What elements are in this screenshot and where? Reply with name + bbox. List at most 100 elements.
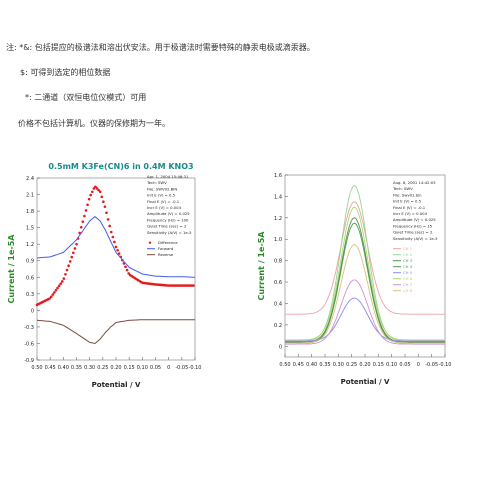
chart-left-point-difference <box>111 235 115 239</box>
chart-right-legend-label: CH 4 <box>403 264 413 269</box>
chart-left-ytick-label: 0.9 <box>26 259 34 265</box>
chart-right-info-line: Final E (V) = -0.1 <box>393 205 426 210</box>
chart-left-legend-label: Reverse <box>158 252 174 257</box>
chart-right-xtick-label: 0.25 <box>346 362 357 368</box>
chart-left-point-difference <box>95 187 99 190</box>
chart-left-xtick-label: 0 <box>167 365 170 371</box>
note-line-4: 价格不包括计算机。仪器的保修期为一年。 <box>18 119 170 128</box>
chart-left-ytick-label: -0.9 <box>24 358 34 364</box>
chart-right-xtick-label: 0.30 <box>333 362 344 368</box>
chart-left-info-line: Sensitivity (A/V) = 1e-5 <box>147 230 192 235</box>
note-line-3: *: 二通道（双恒电位仪模式）可用 <box>25 93 147 102</box>
chart-right-xtick-label: 0.05 <box>399 362 410 368</box>
chart-left-xtick-label: 0.50 <box>31 365 42 371</box>
chart-left-xtick-label: 0.05 <box>150 365 161 371</box>
chart-left-point-difference <box>102 200 105 204</box>
chart-right-info-line: File: Swv01.bin <box>393 192 422 197</box>
chart-right-xtick-label: -0.10 <box>439 362 452 368</box>
chart-right-series-ch-5 <box>285 297 445 342</box>
chart-left-info-line: Tech: SWV <box>146 180 167 185</box>
chart-left-point-difference <box>59 282 62 285</box>
chart-left-point-difference <box>68 260 72 263</box>
chart-right-info-line: Quiet Time (sec) = 2 <box>393 230 433 235</box>
chart-left-info-line: Quiet Time (sec) = 2 <box>147 224 187 229</box>
chart-right-ytick-label: 0.6 <box>274 280 282 286</box>
chart-left-point-difference <box>83 214 86 218</box>
chart-left-point-difference <box>70 255 74 259</box>
chart-left-xtick-label: 0.45 <box>45 365 56 371</box>
chart-left-point-difference <box>89 193 93 197</box>
chart-left-point-difference <box>92 187 96 190</box>
chart-right-legend-label: CH 2 <box>403 252 413 257</box>
chart-left-ytick-label: 0.3 <box>26 292 34 298</box>
chart-left-point-difference <box>53 291 56 294</box>
chart-left-ytick-label: 1.8 <box>26 209 34 215</box>
chart-right-legend-label: CH 7 <box>403 282 413 287</box>
chart-right-legend-label: CH 8 <box>403 288 413 293</box>
chart-right-ytick-label: 1.0 <box>274 237 282 243</box>
chart-left-point-difference <box>116 248 119 252</box>
chart-right-ytick-label: 1.2 <box>274 216 282 222</box>
chart-left-point-difference <box>125 268 129 272</box>
chart-left-series-forward <box>36 215 196 278</box>
chart-left-info-line: Incr E (V) = 0.004 <box>147 205 182 210</box>
chart-left-xtick-label: 0.10 <box>137 365 148 371</box>
chart-left-point-difference <box>56 286 59 290</box>
chart-left-point-difference <box>100 195 104 199</box>
chart-left-ytick-label: 0 <box>31 308 34 314</box>
chart-left-xtick-label: 0.20 <box>110 365 121 371</box>
chart-left-point-difference <box>73 247 77 250</box>
chart-right-xtick-label: 0.35 <box>319 362 330 368</box>
chart-left-info-line: Apr. 1, 2004 15:46:31 <box>147 174 189 179</box>
chart-left-point-difference <box>192 284 195 287</box>
chart-left-point-difference <box>67 264 70 267</box>
chart-right-ytick-label: 1.4 <box>274 194 282 200</box>
chart-left-xlabel: Potential / V <box>92 381 141 389</box>
chart-left-point-difference <box>124 265 127 269</box>
chart-left-point-difference <box>105 211 108 215</box>
chart-left-xtick-label: 0.30 <box>84 365 95 371</box>
chart-left-ytick-label: 1.5 <box>26 226 34 232</box>
chart-left-info-line: File: SWV02.BIN <box>147 186 177 191</box>
chart-left-point-difference <box>113 240 116 244</box>
chart-left-ytick-label: 2.1 <box>26 193 34 199</box>
chart-right-ytick-label: 1.6 <box>274 173 282 179</box>
chart-right-info-line: Frequency (Hz) = 15 <box>393 223 433 228</box>
chart-left-ytick-label: -0.3 <box>24 325 34 331</box>
chart-right-xtick-label: 0.10 <box>386 362 397 368</box>
chart-right-xtick-label: -0.05 <box>425 362 438 368</box>
chart-right-series-ch-8 <box>285 244 445 344</box>
chart-left-ytick-label: 1.2 <box>26 242 34 248</box>
chart-right-info-line: Aug. 8, 2001 14:42:03 <box>393 180 436 185</box>
chart-left-title: 0.5mM K3Fe(CN)6 in 0.4M KNO3 <box>48 162 193 171</box>
chart-left-xtick-label: 0.40 <box>58 365 69 371</box>
chart-left-point-difference <box>98 190 102 194</box>
chart-left-ytick-label: -0.6 <box>24 341 34 347</box>
chart-right-series-ch-3 <box>285 217 445 343</box>
chart-left-point-difference <box>48 297 51 300</box>
chart-left-info-line: Amplitude (V) = 0.025 <box>147 211 190 216</box>
chart-left-point-difference <box>86 203 89 207</box>
chart-left-info-line: Final E (V) = -0.1 <box>147 199 180 204</box>
chart-left-legend-swatch <box>148 241 152 244</box>
chart-left-xtick-label: -0.05 <box>175 365 188 371</box>
chart-left-point-difference <box>60 280 64 283</box>
chart-right-series-ch-1 <box>285 201 445 315</box>
chart-left-xtick-label: 0.25 <box>97 365 108 371</box>
chart-right-info-line: Amplitude (V) = 0.025 <box>393 217 436 222</box>
chart-right-legend-label: CH 1 <box>403 246 413 251</box>
chart-right-ytick-label: 0.2 <box>274 323 282 329</box>
chart-left-legend-label: Forward <box>158 246 174 251</box>
chart-left-point-difference <box>127 272 130 275</box>
chart-right-xtick-label: 0.40 <box>306 362 317 368</box>
chart-right-ytick-label: 0 <box>279 344 282 350</box>
chart-left-point-difference <box>75 242 78 246</box>
chart-left-point-difference <box>114 245 118 249</box>
chart-left-point-difference <box>103 205 107 208</box>
chart-left-point-difference <box>51 293 55 296</box>
chart-right-legend-label: CH 6 <box>403 276 413 281</box>
chart-right-xtick-label: 0.20 <box>359 362 370 368</box>
chart-right-series-ch-7 <box>285 279 445 345</box>
chart-left-point-difference <box>72 251 75 255</box>
chart-left-xtick-label: 0.35 <box>71 365 82 371</box>
